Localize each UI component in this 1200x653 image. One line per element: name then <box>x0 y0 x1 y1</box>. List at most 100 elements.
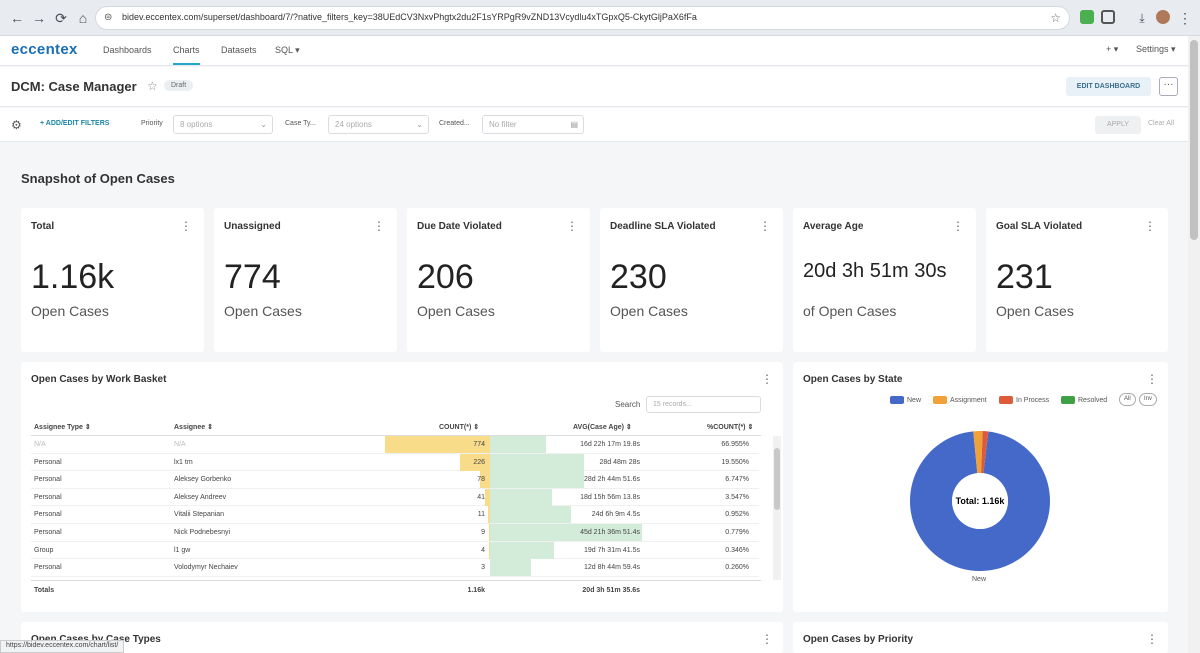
kebab-menu-icon[interactable]: ⋮ <box>373 219 385 233</box>
kebab-menu-icon[interactable]: ⋮ <box>952 219 964 233</box>
extensions-puzzle-icon[interactable] <box>1101 10 1115 24</box>
legend-item-assignment[interactable]: Assignment <box>933 396 987 404</box>
more-options-button[interactable]: ··· <box>1159 77 1178 96</box>
kpi-subtitle: Open Cases <box>31 303 109 319</box>
settings-menu[interactable]: Settings ▾ <box>1136 44 1176 54</box>
col-pct-count[interactable]: %COUNT(*) ⇕ <box>707 424 754 431</box>
download-icon[interactable]: ⤓ <box>1139 11 1145 25</box>
site-info-icon[interactable]: ⊜ <box>104 12 113 23</box>
address-bar[interactable]: ⊜ bidev.eccentex.com/superset/dashboard/… <box>95 6 1070 30</box>
priority-filter-select[interactable]: 8 options ⌄ <box>173 115 273 134</box>
extension-icon[interactable] <box>1080 10 1094 24</box>
table-row: Personal lx1 tm 226 28d 48m 28s 19.550% <box>31 453 759 472</box>
col-count[interactable]: COUNT(*) ⇕ <box>439 424 480 431</box>
kebab-menu-icon[interactable]: ⋮ <box>566 219 578 233</box>
count-bar <box>488 506 490 524</box>
kebab-menu-icon[interactable]: ⋮ <box>761 632 773 646</box>
avg-bar <box>490 488 553 506</box>
legend-swatch <box>999 396 1013 404</box>
cell-pct-count: 0.779% <box>725 529 749 536</box>
col-avg-case-age[interactable]: AVG(Case Age) ⇕ <box>573 424 632 431</box>
browser-menu-icon[interactable]: ⋮ <box>1178 10 1192 26</box>
cell-count: 226 <box>473 458 485 466</box>
kebab-menu-icon[interactable]: ⋮ <box>1146 372 1158 386</box>
favorite-star-icon[interactable]: ☆ <box>147 79 158 93</box>
brand-logo[interactable]: eccentex <box>11 41 78 58</box>
kpi-card-unassigned: Unassigned ⋮ 774 Open Cases <box>214 208 397 352</box>
bookmark-star-icon[interactable]: ☆ <box>1050 11 1061 25</box>
cell-pct-count: 19.550% <box>721 458 749 466</box>
profile-avatar[interactable] <box>1156 10 1170 24</box>
kpi-subtitle: Open Cases <box>224 303 302 319</box>
legend-item-in-process[interactable]: In Process <box>999 396 1049 404</box>
cell-assignee: Nick Podnebesnyi <box>174 529 231 536</box>
kpi-value: 230 <box>610 258 667 296</box>
nav-datasets[interactable]: Datasets <box>221 45 257 55</box>
kpi-subtitle: Open Cases <box>610 303 688 319</box>
work-basket-table-panel: Open Cases by Work Basket ⋮ Search 15 re… <box>21 362 783 612</box>
kpi-subtitle: Open Cases <box>417 303 495 319</box>
forward-icon[interactable]: → <box>32 10 46 26</box>
donut-center-label: Total: 1.16k <box>956 496 1006 506</box>
kpi-card-due-date-violated: Due Date Violated ⋮ 206 Open Cases <box>407 208 590 352</box>
created-filter-label: Created... <box>439 120 470 127</box>
kebab-menu-icon[interactable]: ⋮ <box>180 219 192 233</box>
nav-dashboards[interactable]: Dashboards <box>103 45 152 55</box>
legend-invert[interactable]: Inv <box>1139 393 1158 406</box>
cell-avg-case-age: 28d 2h 44m 51.6s <box>583 476 640 484</box>
pie-slice-new[interactable] <box>910 431 1050 571</box>
cell-count: 774 <box>473 441 485 448</box>
home-icon[interactable]: ⌂ <box>78 10 88 26</box>
count-bar <box>488 524 490 541</box>
table-row: Personal Aleksey Gorbenko 78 28d 2h 44m 51.… <box>31 471 759 489</box>
nav-sql[interactable]: SQL ▾ <box>275 45 300 55</box>
casetype-filter-select[interactable]: 24 options ⌄ <box>328 115 429 134</box>
nav-charts[interactable]: Charts <box>173 45 200 65</box>
top-navbar: eccentex Dashboards Charts Datasets SQL … <box>0 36 1188 66</box>
avg-bar <box>490 541 554 559</box>
legend-item-new[interactable]: New <box>890 396 921 404</box>
created-filter-select[interactable]: No filter ▤ <box>482 115 584 134</box>
panel-title: Open Cases by Work Basket <box>31 374 167 385</box>
table-row: Group l1 gw 4 19d 7h 31m 41.5s 0.346% <box>31 541 759 560</box>
cell-assignee-type: N/A <box>34 441 46 448</box>
edit-dashboard-button[interactable]: EDIT DASHBOARD <box>1066 77 1151 96</box>
browser-chrome: ← → ⟳ ⌂ ⊜ bidev.eccentex.com/superset/da… <box>0 0 1200 36</box>
pie-slice-in-process[interactable] <box>981 431 989 474</box>
cell-pct-count: 66.955% <box>721 441 749 448</box>
apply-filters-button[interactable]: APPLY <box>1095 116 1141 134</box>
col-assignee[interactable]: Assignee ⇕ <box>174 424 213 431</box>
pie-slice-assignment[interactable] <box>973 431 983 474</box>
reload-icon[interactable]: ⟳ <box>55 10 67 26</box>
count-bar <box>459 453 490 471</box>
kebab-menu-icon[interactable]: ⋮ <box>1144 219 1156 233</box>
add-edit-filters-button[interactable]: + ADD/EDIT FILTERS <box>40 120 110 127</box>
cell-assignee-type: Personal <box>34 511 62 519</box>
avg-bar <box>490 506 571 524</box>
draft-badge[interactable]: Draft <box>164 80 194 91</box>
kpi-title: Unassigned <box>224 221 281 232</box>
legend-select-all[interactable]: All <box>1119 393 1136 406</box>
clear-all-button[interactable]: Clear All <box>1148 120 1175 127</box>
table-search-input[interactable]: 15 records... <box>646 396 761 413</box>
kebab-menu-icon[interactable]: ⋮ <box>759 219 771 233</box>
gear-icon[interactable]: ⚙ <box>11 118 22 132</box>
cases-by-state-panel: Open Cases by State ⋮ New Assignment In … <box>793 362 1168 612</box>
add-new-button[interactable]: + ▾ <box>1106 44 1119 54</box>
kebab-menu-icon[interactable]: ⋮ <box>1146 632 1158 646</box>
table-row: Personal Volodymyr Nechaiev 3 12d 8h 44m 59… <box>31 559 759 577</box>
kpi-subtitle: of Open Cases <box>803 303 897 319</box>
page-scroll-thumb[interactable] <box>1190 40 1198 240</box>
cell-avg-case-age: 28d 48m 28s <box>599 458 640 466</box>
table-scroll-thumb[interactable] <box>774 448 780 510</box>
cell-assignee-type: Group <box>34 546 54 554</box>
totals-label: Totals <box>34 587 55 594</box>
cell-pct-count: 6.747% <box>725 476 749 484</box>
back-icon[interactable]: ← <box>10 10 24 26</box>
status-bar-url: https://bidev.eccentex.com/chart/list/ <box>0 640 125 653</box>
dashboard-title[interactable]: DCM: Case Manager <box>11 79 137 94</box>
legend-item-resolved[interactable]: Resolved <box>1061 396 1107 404</box>
col-assignee-type[interactable]: Assignee Type ⇕ <box>34 424 91 431</box>
kebab-menu-icon[interactable]: ⋮ <box>761 372 773 386</box>
chevron-down-icon: ⌄ <box>416 120 423 129</box>
